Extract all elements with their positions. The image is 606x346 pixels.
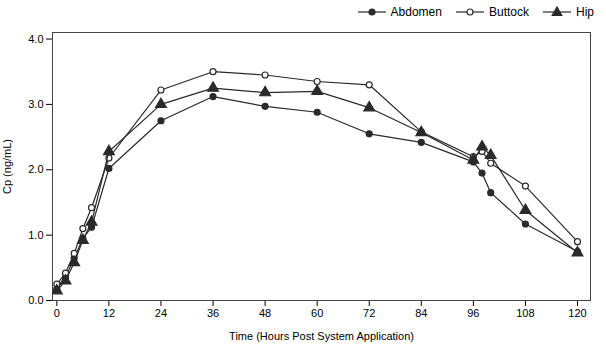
svg-text:0: 0 [54,307,60,319]
svg-text:24: 24 [155,307,167,319]
svg-text:48: 48 [259,307,271,319]
svg-text:96: 96 [467,307,479,319]
svg-text:36: 36 [207,307,219,319]
svg-text:Cp (ng/mL): Cp (ng/mL) [1,139,13,194]
html-text:Abdomen: Abdomen [390,5,442,19]
svg-text:60: 60 [311,307,323,319]
svg-text:12: 12 [103,307,115,319]
svg-text:120: 120 [568,307,586,319]
svg-text:108: 108 [516,307,534,319]
svg-text:3.0: 3.0 [28,98,43,110]
html-text:Buttock: Buttock [489,5,529,19]
html-text:Hip: Hip [576,5,594,19]
svg-text:0.0: 0.0 [28,294,43,306]
svg-text:1.0: 1.0 [28,229,43,241]
svg-text:Time (Hours Post System Applic: Time (Hours Post System Application) [229,330,414,342]
svg-text:4.0: 4.0 [28,33,43,45]
svg-text:84: 84 [415,307,427,319]
svg-text:72: 72 [363,307,375,319]
svg-text:2.0: 2.0 [28,163,43,175]
